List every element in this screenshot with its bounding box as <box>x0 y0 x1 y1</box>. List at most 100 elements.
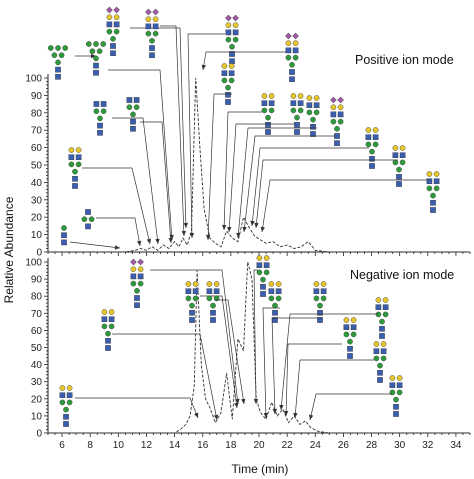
galactose-circle-icon <box>213 281 220 287</box>
glcnac-square-icon <box>149 52 155 58</box>
glcnac-square-icon <box>433 178 440 185</box>
glcnac-square-icon <box>206 288 213 295</box>
mannose-circle-icon <box>320 295 327 302</box>
glcnac-square-icon <box>110 50 116 56</box>
glcnac-square-icon <box>93 69 99 76</box>
mannose-circle-icon <box>130 111 136 118</box>
mannose-circle-icon <box>61 225 67 231</box>
glycan-structure-icon <box>392 145 406 187</box>
galactose-circle-icon <box>145 16 152 23</box>
glcnac-square-icon <box>310 123 316 130</box>
galactose-circle-icon <box>285 40 292 47</box>
mannose-circle-icon <box>292 54 299 61</box>
y-tick-label: 20 <box>31 394 43 405</box>
mannose-circle-icon <box>206 295 213 302</box>
glycan-structure-icon <box>93 101 107 136</box>
annotation-arrowhead <box>201 64 206 70</box>
glcnac-square-icon <box>110 43 116 49</box>
glcnac-square-icon <box>268 100 275 106</box>
x-tick-label: 32 <box>422 440 434 451</box>
negative-ion-panel: 0 10 20 30 40 50 60 70 80 90 100 6 8 10 12 14 16 18 20 22 24… <box>25 258 471 451</box>
galactose-circle-icon <box>433 171 440 177</box>
glcnac-square-icon <box>105 345 111 351</box>
annotation-leader-line <box>251 147 369 227</box>
glcnac-square-icon <box>289 76 295 82</box>
galactose-circle-icon <box>426 171 433 177</box>
y-tick-label: 90 <box>31 91 43 102</box>
annotation-leader-line <box>309 393 392 421</box>
mannose-circle-icon <box>229 44 235 50</box>
annotation-arrowhead <box>235 398 240 404</box>
annotation-arrowhead <box>227 226 232 232</box>
glycan-structure-icon <box>59 385 73 427</box>
glcnac-square-icon <box>396 382 403 389</box>
glcnac-square-icon <box>221 70 228 76</box>
glcnac-square-icon <box>85 209 91 215</box>
glycan-structure-icon <box>290 93 304 135</box>
glcnac-square-icon <box>294 129 300 135</box>
glycan-structure-icon <box>145 8 159 58</box>
annotation-arrowhead <box>254 222 259 228</box>
y-tick-label: 90 <box>31 275 43 286</box>
galactose-circle-icon <box>263 255 270 261</box>
glcnac-square-icon <box>289 69 295 75</box>
mannose-circle-icon <box>330 118 337 125</box>
mannose-circle-icon <box>377 362 383 369</box>
mannose-circle-icon <box>347 338 353 345</box>
galactose-circle-icon <box>256 255 263 261</box>
glycan-structure-icon <box>285 32 299 82</box>
galactose-circle-icon <box>380 341 387 347</box>
glcnac-square-icon <box>189 310 195 316</box>
mannose-circle-icon <box>113 28 120 35</box>
glcnac-square-icon <box>399 152 406 159</box>
galactose-circle-icon <box>232 22 239 29</box>
glcnac-square-icon <box>334 140 340 147</box>
annotation-arrowhead <box>189 232 195 238</box>
mannose-circle-icon <box>393 396 399 403</box>
glcnac-square-icon <box>134 302 140 309</box>
mannose-circle-icon <box>261 107 268 114</box>
mannose-circle-icon <box>126 104 133 110</box>
glycan-structure-icon <box>343 317 357 359</box>
mannose-circle-icon <box>55 45 61 51</box>
mannose-circle-icon <box>294 114 300 121</box>
mannose-circle-icon <box>373 355 380 362</box>
mannose-circle-icon <box>317 302 323 309</box>
annotation-arrowhead <box>213 414 219 420</box>
galactose-circle-icon <box>350 317 357 323</box>
glycan-structure-icon <box>256 255 270 297</box>
y-tick-label: 50 <box>31 343 43 354</box>
y-tick-label: 40 <box>31 360 43 371</box>
glcnac-square-icon <box>213 288 220 295</box>
annotation-arrowhead <box>221 224 227 230</box>
mannose-circle-icon <box>350 331 357 338</box>
x-tick-label: 10 <box>113 440 125 451</box>
x-tick-label: 12 <box>141 440 153 451</box>
annotation-leader-line <box>261 179 430 233</box>
sialic-diamond-icon <box>130 258 137 266</box>
annotation-arrowhead <box>91 53 96 59</box>
glcnac-square-icon <box>275 288 282 295</box>
glcnac-square-icon <box>347 346 353 352</box>
annotation-leader-line <box>130 27 187 229</box>
y-tick-label: 100 <box>25 258 42 269</box>
glcnac-square-icon <box>185 288 192 295</box>
glcnac-square-icon <box>337 111 344 118</box>
glcnac-square-icon <box>377 370 383 376</box>
galactose-circle-icon <box>365 127 372 133</box>
x-tick-label: 8 <box>87 440 93 451</box>
glcnac-square-icon <box>375 304 382 311</box>
mannose-circle-icon <box>145 30 152 37</box>
glcnac-square-icon <box>369 163 375 169</box>
mannose-circle-icon <box>59 399 66 406</box>
mannose-circle-icon <box>275 295 282 302</box>
glcnac-square-icon <box>396 181 402 187</box>
x-tick-label: 24 <box>310 440 322 451</box>
mannose-circle-icon <box>192 295 199 302</box>
galactose-circle-icon <box>113 14 120 21</box>
y-tick-label: 60 <box>31 143 43 154</box>
galactose-circle-icon <box>130 266 137 273</box>
glcnac-square-icon <box>225 91 231 98</box>
galactose-circle-icon <box>101 309 108 315</box>
glcnac-square-icon <box>265 129 271 135</box>
